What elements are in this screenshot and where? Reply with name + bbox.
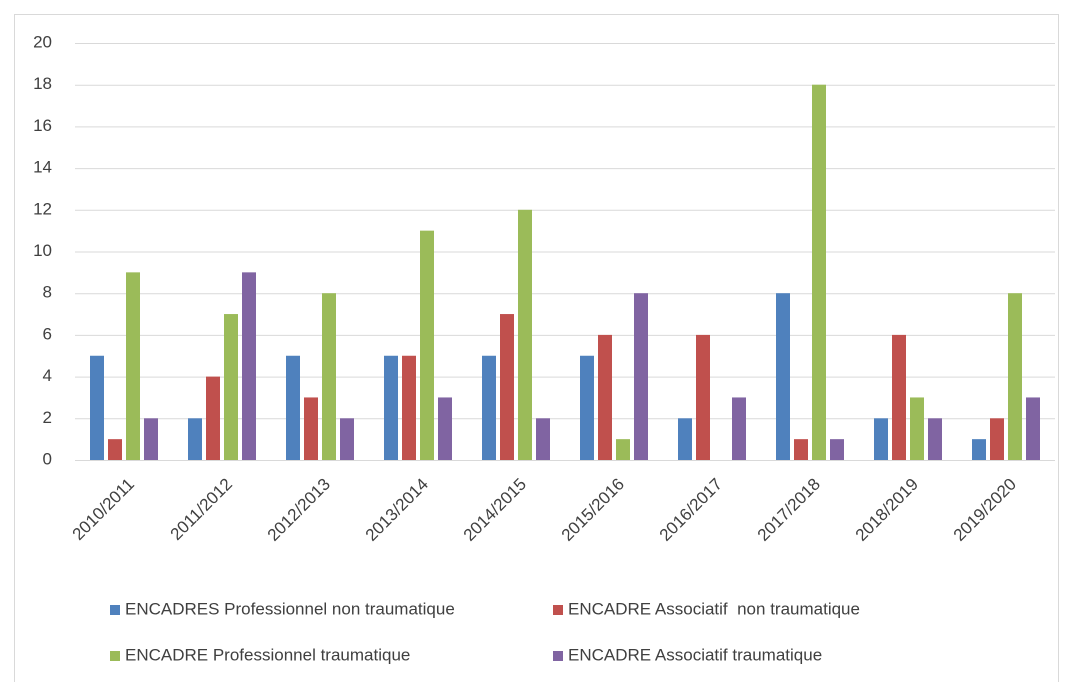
bar — [500, 314, 514, 460]
bar — [990, 418, 1004, 460]
x-tick-label: 2017/2018 — [754, 475, 824, 545]
bar — [188, 418, 202, 460]
chart-border — [14, 14, 1059, 682]
bar — [634, 293, 648, 460]
bar — [286, 355, 300, 460]
bar — [972, 439, 986, 460]
bar — [402, 355, 416, 460]
bar — [794, 439, 808, 460]
y-tick-label: 4 — [43, 366, 52, 385]
x-tick-label: 2013/2014 — [362, 475, 432, 545]
y-tick-label: 14 — [33, 158, 52, 177]
bar — [696, 334, 710, 460]
bar — [874, 418, 888, 460]
x-tick-label: 2019/2020 — [950, 475, 1020, 545]
bar — [242, 272, 256, 460]
y-tick-label: 10 — [33, 241, 52, 260]
bar — [732, 397, 746, 460]
bar — [384, 355, 398, 460]
bar — [830, 439, 844, 460]
bar — [776, 293, 790, 460]
bar — [580, 355, 594, 460]
x-tick-label: 2012/2013 — [264, 475, 334, 545]
y-tick-label: 2 — [43, 408, 52, 427]
bar — [144, 418, 158, 460]
bar — [812, 84, 826, 460]
y-tick-label: 18 — [33, 74, 52, 93]
bar — [892, 334, 906, 460]
y-tick-label: 16 — [33, 116, 52, 135]
bar — [304, 397, 318, 460]
bar — [616, 439, 630, 460]
y-tick-label: 12 — [33, 199, 52, 218]
x-tick-label: 2018/2019 — [852, 475, 922, 545]
bar — [1026, 397, 1040, 460]
x-tick-label: 2011/2012 — [167, 475, 236, 544]
bar — [126, 272, 140, 460]
bar — [518, 209, 532, 460]
bar — [224, 314, 238, 460]
legend-swatch — [553, 605, 563, 615]
x-tick-label: 2016/2017 — [656, 475, 726, 545]
legend-label: ENCADRES Professionnel non traumatique — [125, 599, 455, 618]
bar — [438, 397, 452, 460]
bar — [340, 418, 354, 460]
bar — [206, 376, 220, 460]
y-tick-label: 6 — [43, 324, 52, 343]
bar — [536, 418, 550, 460]
bar — [420, 230, 434, 460]
bar — [928, 418, 942, 460]
bar — [90, 355, 104, 460]
bar — [1008, 293, 1022, 460]
legend-swatch — [110, 605, 120, 615]
legend-label: ENCADRE Associatif traumatique — [568, 645, 822, 664]
bar — [598, 334, 612, 460]
bar — [108, 439, 122, 460]
x-tick-label: 2010/2011 — [69, 475, 138, 544]
y-tick-label: 20 — [33, 32, 52, 51]
legend-label: ENCADRE Associatif non traumatique — [568, 599, 860, 618]
y-tick-label: 8 — [43, 283, 52, 302]
bar — [322, 293, 336, 460]
legend-swatch — [110, 651, 120, 661]
y-tick-label: 0 — [43, 449, 52, 468]
x-tick-label: 2014/2015 — [460, 475, 530, 545]
bar — [910, 397, 924, 460]
legend-label: ENCADRE Professionnel traumatique — [125, 645, 410, 664]
bar — [482, 355, 496, 460]
bar — [678, 418, 692, 460]
x-tick-label: 2015/2016 — [558, 475, 628, 545]
legend-swatch — [553, 651, 563, 661]
